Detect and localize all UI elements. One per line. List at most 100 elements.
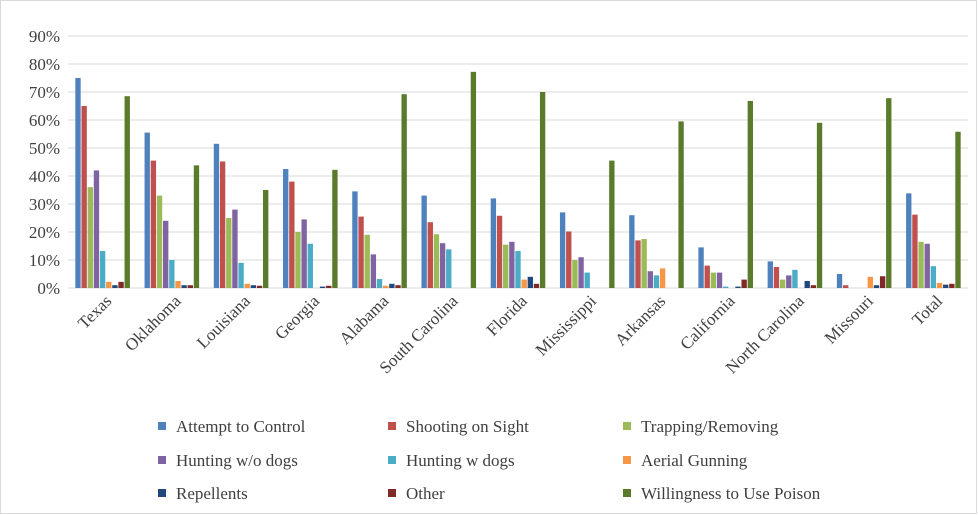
bar (219, 161, 226, 288)
bar (193, 165, 200, 288)
legend-label: Willingness to Use Poison (641, 484, 821, 503)
bar (810, 285, 817, 288)
bar (572, 260, 578, 288)
bar (873, 285, 880, 288)
bar (912, 214, 918, 288)
bar (87, 187, 93, 288)
bar (867, 276, 873, 288)
bar (735, 286, 741, 288)
bar (283, 169, 289, 288)
bar (389, 283, 395, 288)
bar (767, 261, 773, 288)
legend-label: Attempt to Control (176, 417, 306, 436)
bar (629, 215, 635, 288)
legend-swatch (623, 422, 631, 430)
bar (470, 71, 477, 288)
bar (943, 284, 949, 288)
bar (779, 279, 786, 288)
bar (578, 257, 584, 288)
bar (256, 285, 263, 288)
bar (918, 241, 924, 288)
bar (515, 251, 521, 288)
bar (326, 285, 332, 288)
bar (395, 285, 401, 288)
bar (370, 254, 377, 288)
bar (647, 271, 653, 288)
bar (439, 243, 446, 288)
bar (527, 276, 533, 288)
bar (879, 276, 886, 288)
legend-swatch (623, 456, 631, 464)
bar (421, 195, 427, 288)
bar (723, 286, 729, 288)
bar (238, 262, 244, 288)
bar (99, 251, 106, 288)
bar (226, 218, 232, 288)
bar (244, 283, 250, 288)
y-axis-tick-labels: 0% 10% 20% 30% 40% 50% 60% 70% 80% 90% (29, 27, 60, 298)
bar (332, 169, 338, 288)
bar (232, 209, 238, 288)
bar (930, 266, 937, 288)
bar (792, 269, 798, 288)
bar (150, 160, 157, 288)
legend-label: Trapping/Removing (641, 417, 779, 436)
bar (521, 279, 527, 288)
bar (804, 281, 810, 288)
bar (169, 260, 175, 288)
legend-swatch (158, 422, 166, 430)
bar (181, 285, 187, 288)
bar (213, 143, 220, 288)
bar (678, 121, 684, 289)
bar (704, 265, 710, 288)
bar (566, 231, 572, 288)
bar (496, 215, 503, 288)
bar (289, 181, 295, 288)
y-tick-label: 0% (37, 279, 60, 298)
legend-label: Hunting w/o dogs (176, 451, 298, 470)
bar (427, 222, 433, 288)
bar (175, 281, 181, 288)
bar (401, 94, 407, 289)
bar (539, 92, 546, 288)
bar (609, 160, 615, 288)
bar (533, 283, 540, 288)
bar (509, 241, 515, 288)
legend-swatch (623, 489, 631, 497)
bar (106, 281, 112, 288)
bar (786, 275, 792, 288)
bar (741, 279, 747, 288)
legend-swatch (388, 456, 396, 464)
bar (635, 240, 641, 288)
bar (446, 249, 452, 288)
y-tick-label: 80% (29, 55, 60, 74)
bar (187, 285, 193, 288)
bar (949, 283, 955, 288)
bar (698, 247, 704, 288)
bar (156, 195, 163, 288)
bar (886, 98, 892, 288)
bar (295, 232, 301, 288)
y-tick-label: 60% (29, 111, 60, 130)
bar (559, 212, 566, 288)
bar (747, 100, 753, 289)
legend-swatch (158, 456, 166, 464)
y-tick-label: 70% (29, 83, 60, 102)
legend-label: Repellents (176, 484, 248, 503)
legend: Attempt to Control Shooting on Sight Trapp… (158, 417, 821, 503)
bar (659, 268, 666, 288)
legend-label: Hunting w dogs (406, 451, 515, 470)
bar (376, 279, 383, 288)
y-tick-label: 30% (29, 195, 60, 214)
bar (163, 220, 169, 288)
bar (263, 190, 269, 288)
bar (307, 243, 313, 288)
legend-swatch (158, 489, 166, 497)
y-tick-label: 20% (29, 223, 60, 242)
bar (301, 219, 307, 288)
bar (490, 198, 497, 288)
bar (144, 132, 150, 288)
y-tick-label: 40% (29, 167, 60, 186)
